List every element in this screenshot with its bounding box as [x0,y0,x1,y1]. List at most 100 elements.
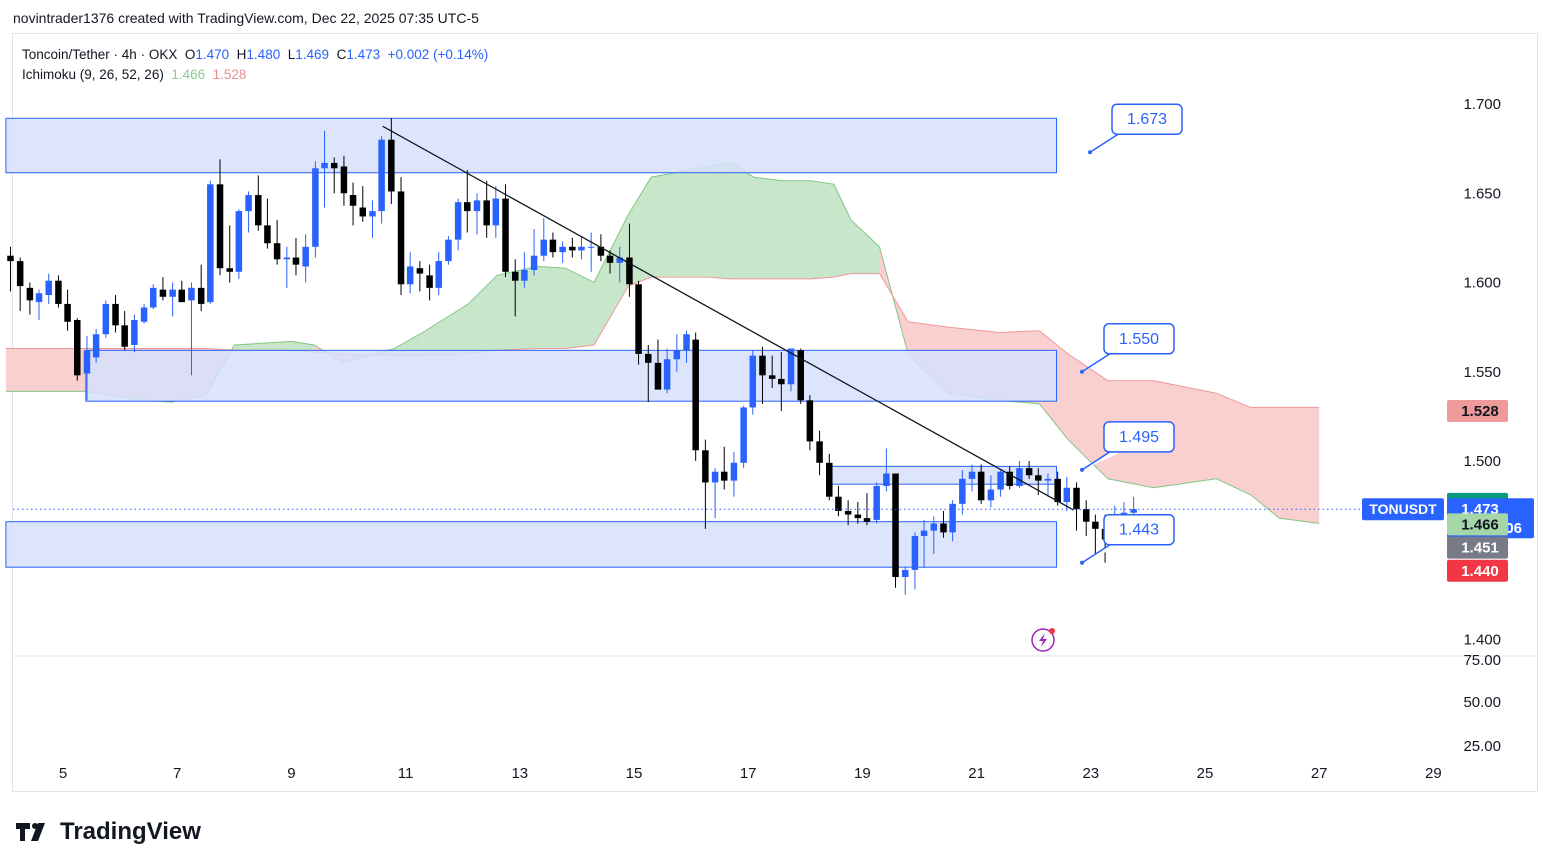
candle-body [45,280,52,295]
y-tick-label: 1.400 [1463,632,1501,649]
candle-body [1035,475,1042,481]
candle-body [873,485,880,520]
cloud-segment [1068,353,1108,479]
callout-anchor [1080,560,1084,565]
price-tag-bg [1447,513,1508,536]
candle-body [920,530,928,536]
callout-label: 1.550 [1119,331,1159,348]
y-tick-label: 1.550 [1463,364,1501,381]
candle-body [64,303,71,322]
trendline [382,125,1074,511]
alert-lightning-icon [1031,628,1055,652]
candle-body [302,246,309,267]
cloud-segment [833,184,851,278]
alert-icon-dot [1049,628,1055,634]
candle-body [140,307,148,322]
candle-body [445,239,452,262]
candle-body [55,280,62,304]
y-tick-label: 1.650 [1463,185,1501,202]
candle-body [835,496,842,511]
callout-pointer [1081,543,1122,564]
y-tick-label: 1.500 [1463,453,1501,470]
legend-high: 1.480 [246,47,281,62]
candle-body [949,503,956,533]
candle-body [1063,487,1071,503]
candle-body [197,287,205,304]
candle-body [844,510,852,515]
x-tick-label: 21 [968,765,985,782]
candle-body [188,287,195,301]
candle-body [816,441,823,463]
candle-body [283,257,291,260]
x-tick-label: 13 [511,765,528,782]
tradingview-logo[interactable]: TradingView [16,818,201,846]
overlays: 1.673 1.550 1.495 1.443 [13,103,1440,652]
candle-body [911,535,919,570]
cloud-segment [782,180,811,279]
callout-label: 1.673 [1127,111,1167,128]
legend: Toncoin/Tether · 4h · OKX O1.470 H1.480 … [22,45,488,85]
candle-body [226,268,233,272]
candle-body [1044,478,1052,481]
legend-indicator-row: Ichimoku (9, 26, 52, 26) 1.466 1.528 [22,65,488,85]
legend-indicator[interactable]: Ichimoku (9, 26, 52, 26) [22,67,164,82]
cloud-segment [753,177,783,279]
cloud-segment [679,166,709,278]
volume-tick-label: 50.00 [1463,694,1501,711]
candle-body [255,195,262,226]
candle-body [549,239,557,253]
candle-body [149,287,157,308]
candle-body [968,471,976,479]
callout-box [1111,103,1183,135]
legend-ichimoku-a: 1.466 [171,67,206,82]
legend-change: +0.002 (+0.14%) [387,47,489,62]
legend-symbol[interactable]: Toncoin/Tether · 4h · OKX [22,47,178,62]
candle-body [502,198,509,272]
y-tick-label: 1.700 [1463,96,1501,113]
cloud-segment [497,266,537,351]
callout-1.550: 1.550 [1080,323,1175,374]
cloud-segment [628,177,652,287]
callout-anchor [1080,467,1084,472]
candle-body [654,362,662,390]
callout-box [1103,513,1175,546]
candle-body [997,471,1004,490]
brand-name: TradingView [60,818,201,845]
candle-body [683,334,690,351]
candle-body [768,375,776,379]
candle-body [1073,487,1080,510]
callout-box [1103,323,1175,355]
candle-body [83,350,91,374]
candle-body [1130,509,1137,513]
callout-pointer [1081,353,1122,373]
legend-ohlc-row: Toncoin/Tether · 4h · OKX O1.470 H1.480 … [22,45,488,65]
candle-body [26,287,34,301]
legend-low: 1.469 [295,47,330,62]
legend-open: 1.470 [195,47,230,62]
candle-body [273,243,281,260]
candle-body [1082,509,1090,522]
candle-body [511,271,519,281]
price-tag-label: 1.451 [1461,540,1499,557]
candle-body [178,289,186,303]
price-tag-label: 1.440 [1461,563,1499,580]
candle-body [321,162,328,169]
callout-box [1103,421,1175,453]
candle-body [587,246,595,248]
candle-body [749,355,757,408]
x-tick-label: 27 [1311,765,1328,782]
cloud-segment [851,220,880,274]
tradingview-logo-icon [16,823,45,841]
candle-body [711,471,719,483]
candle-body [483,200,490,226]
cloud-segment [1216,393,1251,495]
chart-frame [12,33,1538,792]
candle-body [74,319,81,376]
candle-body [1092,521,1099,529]
candle-body [92,334,100,358]
callout-anchor [1080,369,1084,374]
axes: 1.700 1.650 1.600 1.550 1.500 1.400 75.00 50.00… [13,96,1537,782]
x-tick-label: 5 [59,765,67,782]
candle-body [569,246,576,251]
